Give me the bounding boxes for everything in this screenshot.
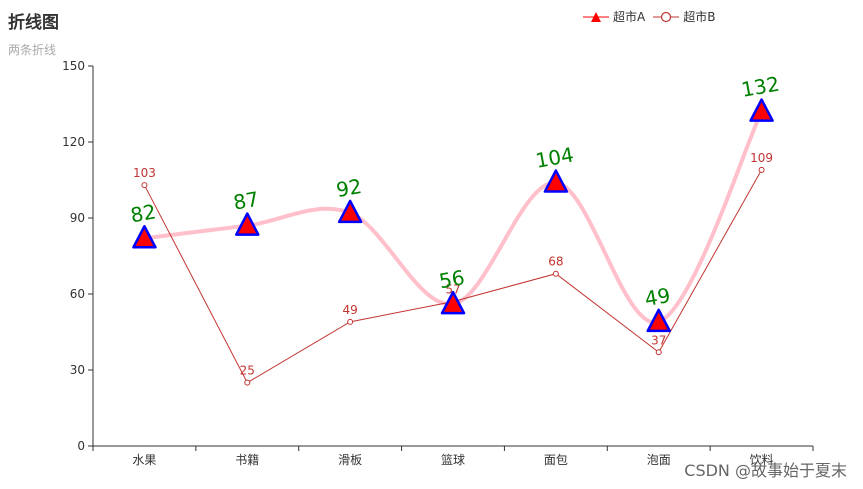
- series-a-point[interactable]: [235, 212, 260, 236]
- watermark: CSDN @故事始于夏末: [684, 461, 847, 480]
- series-a-data-label: 104: [534, 143, 576, 173]
- series-b-point[interactable]: [347, 318, 354, 325]
- y-tick-label: 150: [62, 59, 85, 73]
- series-a-data-label: 56: [437, 265, 466, 293]
- series-a-line: [142, 109, 764, 325]
- series-a-point[interactable]: [543, 169, 569, 193]
- x-tick-label: 饮料: [750, 453, 774, 467]
- series-a-point[interactable]: [440, 290, 466, 315]
- y-tick-label: 60: [70, 287, 85, 301]
- circle-legend-icon: [653, 11, 680, 22]
- x-tick-label: 篮球: [441, 452, 465, 467]
- series-a-point[interactable]: [749, 98, 774, 122]
- series-a-point[interactable]: [132, 225, 157, 249]
- triangle-legend-icon: [583, 11, 609, 22]
- series-b-point[interactable]: [141, 182, 148, 189]
- series-b-data-label: 57: [445, 283, 460, 297]
- y-tick-label: 120: [62, 135, 85, 149]
- x-tick-label: 面包: [544, 453, 568, 467]
- chart-subtitle: 两条折线: [8, 43, 57, 57]
- series-b-point[interactable]: [758, 166, 765, 173]
- y-tick-label: 0: [77, 439, 85, 453]
- x-tick-label: 书籍: [235, 452, 259, 467]
- legend-item-series-b[interactable]: 超市B: [653, 8, 715, 25]
- series-b-point[interactable]: [655, 349, 662, 356]
- x-tick-label: 滑板: [338, 453, 362, 467]
- legend: 超市A 超市B: [583, 8, 723, 25]
- series-a-data-label: 49: [643, 283, 672, 311]
- x-tick-label: 水果: [132, 453, 156, 467]
- legend-item-series-a[interactable]: 超市A: [583, 8, 645, 25]
- series-a-data-label: 87: [231, 187, 260, 215]
- series-b-point[interactable]: [244, 379, 251, 386]
- legend-label-series-b: 超市B: [683, 10, 716, 24]
- y-tick-label: 30: [70, 363, 85, 377]
- chart-title: 折线图: [8, 13, 59, 33]
- series-b-data-label: 68: [548, 255, 563, 269]
- y-tick-label: 90: [70, 211, 85, 225]
- series-b-data-label: 37: [651, 333, 666, 347]
- series-b-data-label: 109: [750, 151, 773, 165]
- series-a-data-label: 82: [129, 199, 158, 227]
- series-a-data-label: 92: [334, 174, 363, 202]
- x-tick-label: 泡面: [647, 453, 671, 467]
- series-b-point[interactable]: [552, 270, 559, 277]
- series-b-data-label: 49: [343, 303, 358, 317]
- series-a-point[interactable]: [337, 199, 363, 224]
- series-a-data-label: 132: [739, 72, 781, 102]
- series-a-point[interactable]: [646, 308, 671, 333]
- series-b-data-label: 103: [133, 166, 156, 180]
- series-b-data-label: 25: [240, 364, 255, 378]
- legend-label-series-a: 超市A: [613, 10, 646, 24]
